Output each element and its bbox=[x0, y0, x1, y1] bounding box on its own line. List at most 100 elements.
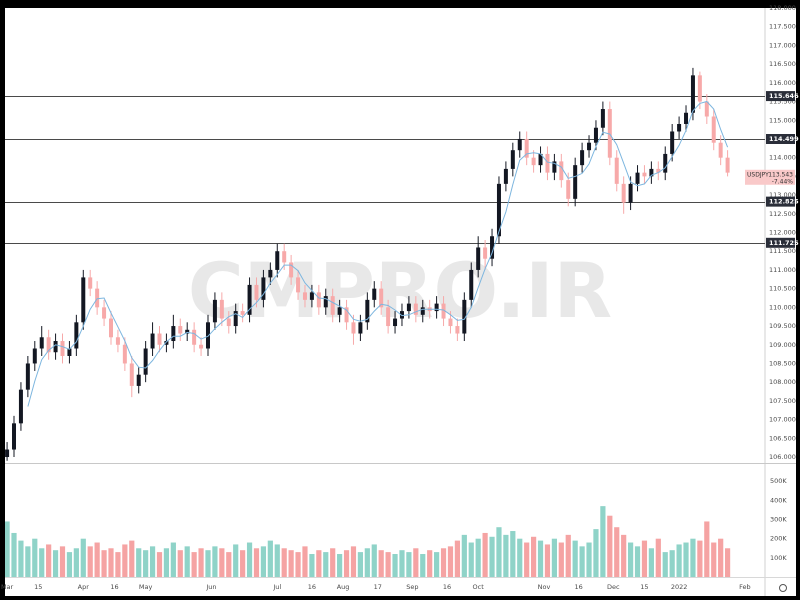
candle-body bbox=[192, 329, 197, 345]
volume-bar bbox=[648, 548, 654, 577]
volume-bar bbox=[718, 538, 724, 577]
price-tick-label: 114.000 bbox=[769, 154, 796, 162]
symbol-label-box bbox=[745, 169, 795, 185]
volume-bar bbox=[683, 542, 689, 577]
volume-bar bbox=[170, 542, 176, 577]
candle-body bbox=[718, 142, 723, 158]
volume-bar bbox=[80, 538, 86, 577]
volume-bar bbox=[468, 542, 474, 577]
symbol-price: 113.543 bbox=[768, 171, 793, 178]
symbol-change: -7.44% bbox=[772, 178, 794, 185]
candle-body bbox=[358, 322, 363, 334]
candle-body bbox=[490, 236, 495, 259]
volume-bar bbox=[323, 552, 329, 577]
volume-bar bbox=[440, 548, 447, 577]
candle-body bbox=[95, 288, 100, 308]
volume-bar bbox=[593, 529, 599, 577]
settings-icon[interactable] bbox=[779, 584, 787, 592]
candle-body bbox=[413, 303, 418, 315]
price-tick-label: 117.000 bbox=[769, 41, 796, 49]
candle-body bbox=[178, 326, 183, 334]
price-tick-label: 110.000 bbox=[769, 303, 796, 311]
candle-body bbox=[60, 341, 65, 356]
volume-bar bbox=[378, 550, 384, 577]
volume-bar bbox=[52, 550, 59, 577]
volume-bar bbox=[94, 542, 100, 577]
candle-body bbox=[185, 329, 190, 334]
candle-body bbox=[531, 157, 536, 166]
volume-tick-label: 300K bbox=[770, 516, 787, 524]
time-tick-label: Nov bbox=[538, 583, 551, 591]
volume-bar bbox=[496, 527, 502, 577]
candle-body bbox=[483, 247, 488, 259]
time-tick-label: 16 bbox=[443, 583, 451, 591]
volume-bar bbox=[434, 552, 440, 577]
volume-bar bbox=[288, 550, 294, 577]
candle-body bbox=[684, 112, 689, 124]
price-tick-label: 106.500 bbox=[769, 434, 796, 442]
volume-bar bbox=[662, 552, 668, 577]
candle-body bbox=[607, 109, 612, 158]
level-label-box bbox=[766, 237, 795, 248]
price-tick-label: 108.000 bbox=[769, 378, 796, 386]
candle-body bbox=[552, 161, 557, 173]
volume-bar bbox=[531, 536, 537, 577]
price-tick-label: 118.000 bbox=[769, 4, 796, 12]
candle-body bbox=[136, 374, 141, 386]
candle-body bbox=[18, 389, 23, 424]
time-tick-label: 16 bbox=[574, 583, 582, 591]
price-tick-label: 116.000 bbox=[769, 79, 796, 87]
volume-bar bbox=[586, 542, 592, 577]
volume-bar bbox=[233, 544, 239, 577]
level-label-box bbox=[766, 133, 795, 144]
volume-bar bbox=[212, 546, 218, 577]
candle-body bbox=[690, 75, 695, 113]
candle-body bbox=[725, 157, 730, 173]
volume-bar bbox=[32, 538, 38, 577]
volume-bar bbox=[73, 548, 79, 577]
price-tick-label: 110.500 bbox=[769, 285, 796, 293]
volume-bar bbox=[697, 540, 703, 577]
candle-body bbox=[32, 348, 37, 364]
candle-body bbox=[372, 288, 377, 300]
candle-body bbox=[566, 180, 571, 199]
price-tick-label: 115.000 bbox=[769, 116, 796, 124]
candle-body bbox=[587, 142, 592, 151]
candle-body bbox=[496, 183, 501, 237]
time-tick-label: Jun bbox=[205, 583, 216, 591]
volume-bar bbox=[517, 538, 523, 577]
volume-bar bbox=[614, 527, 620, 577]
volume-bar bbox=[524, 542, 530, 577]
volume-bar bbox=[143, 550, 149, 577]
candle-body bbox=[476, 247, 481, 270]
candle-body bbox=[455, 326, 460, 334]
candle-body bbox=[677, 123, 682, 132]
time-tick-label: Apr bbox=[78, 583, 90, 591]
volume-bars bbox=[5, 506, 731, 577]
candle-body bbox=[39, 337, 44, 349]
time-tick-label: 17 bbox=[374, 583, 382, 591]
level-label: 112.825 bbox=[769, 198, 799, 206]
volume-bar bbox=[350, 546, 357, 577]
volume-bar bbox=[18, 540, 24, 577]
level-label: 114.499 bbox=[769, 135, 799, 143]
candle-body bbox=[462, 299, 467, 334]
volume-bar bbox=[302, 546, 308, 577]
volume-bar bbox=[447, 546, 454, 577]
candle-body bbox=[282, 251, 287, 263]
volume-bar bbox=[454, 540, 460, 577]
volume-bar bbox=[136, 548, 142, 577]
volume-bar bbox=[149, 546, 156, 577]
candle-body bbox=[559, 161, 564, 181]
volume-bar bbox=[39, 548, 45, 577]
volume-bar bbox=[724, 548, 731, 577]
volume-bar bbox=[337, 554, 343, 577]
time-tick-label: Mar bbox=[1, 583, 14, 591]
volume-bar bbox=[371, 544, 377, 577]
volume-bar bbox=[711, 542, 717, 577]
volume-bar bbox=[676, 544, 682, 577]
volume-bar bbox=[641, 540, 648, 577]
candle-body bbox=[642, 172, 647, 177]
candle-body bbox=[600, 109, 605, 128]
